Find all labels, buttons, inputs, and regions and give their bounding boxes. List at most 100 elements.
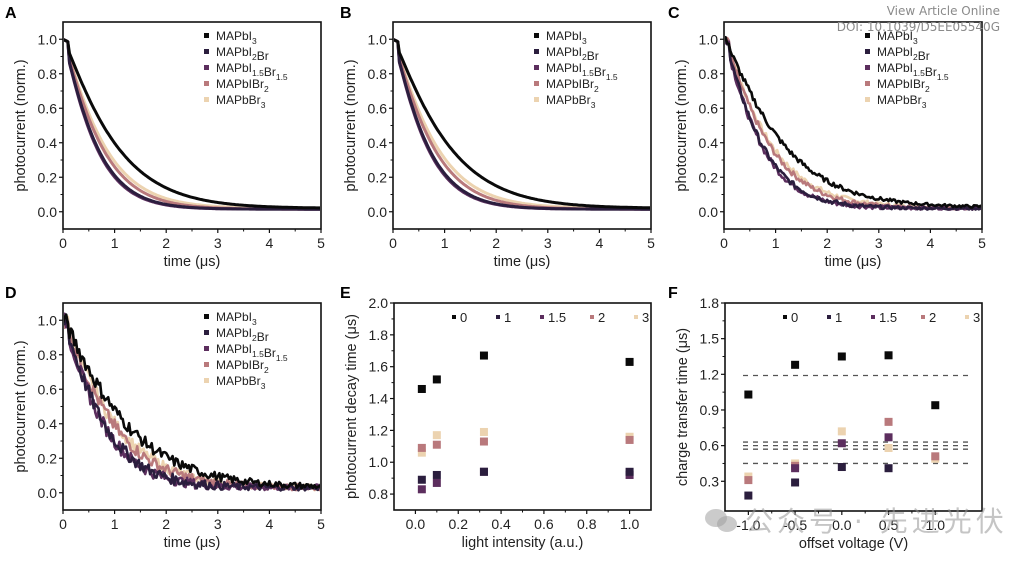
legend-label: MAPbI2Br xyxy=(877,45,930,63)
series-line-MAPbBr3 xyxy=(394,38,650,210)
legend-label: MAPbBr3 xyxy=(546,93,596,110)
x-tick-label: 1.0 xyxy=(620,516,640,532)
wechat-icon xyxy=(705,507,739,535)
y-axis-label: photocurrent (norm.) xyxy=(674,59,690,191)
y-tick-label: 0.0 xyxy=(368,204,388,220)
y-tick-label: 0.3 xyxy=(700,473,720,489)
data-point-series-0 xyxy=(625,357,634,366)
legend-marker xyxy=(871,315,875,319)
legend-marker xyxy=(204,33,209,38)
x-tick-label: -1.0 xyxy=(736,517,760,533)
y-tick-label: 0.4 xyxy=(38,135,58,151)
y-tick-label: 1.2 xyxy=(369,422,389,438)
data-point-series-1 xyxy=(479,467,488,476)
x-axis-label: time (μs) xyxy=(825,254,882,270)
data-point-series-2 xyxy=(417,443,426,452)
series-line-MAPbI2Br xyxy=(725,37,981,211)
data-point-series-3 xyxy=(479,427,488,436)
y-tick-label: 1.5 xyxy=(700,331,720,347)
legend: MAPbI3MAPbI2BrMAPbI1.5Br1.5MAPbIBr2MAPbB… xyxy=(865,29,949,110)
x-tick-label: 2 xyxy=(162,516,170,532)
data-point-series-2 xyxy=(625,435,634,444)
legend-label: MAPbI3 xyxy=(216,29,257,46)
x-axis-label: time (μs) xyxy=(164,254,221,270)
legend-label: MAPbIBr2 xyxy=(546,77,599,94)
data-point-series-0 xyxy=(884,351,893,360)
y-tick-label: 0.8 xyxy=(368,66,388,82)
legend-marker xyxy=(921,315,925,319)
legend-label: MAPbI1.5Br1.5 xyxy=(216,61,288,82)
y-tick-label: 0.8 xyxy=(369,486,389,502)
data-point-series-1 xyxy=(837,463,846,472)
x-tick-label: 1 xyxy=(111,516,119,532)
data-point-series-1 xyxy=(884,464,893,473)
legend-marker xyxy=(452,315,456,319)
doi-text: DOI: 10.1039/D5EE05540G xyxy=(836,20,1000,34)
legend-marker xyxy=(204,346,209,351)
panel-letter: E xyxy=(340,285,351,302)
legend-marker xyxy=(204,65,209,70)
y-tick-label: 0.6 xyxy=(700,438,720,454)
y-tick-label: 0.6 xyxy=(38,381,58,397)
watermark: 公众号 · 先进光伏 xyxy=(705,500,1008,540)
x-tick-label: 0 xyxy=(59,235,67,251)
x-tick-label: 5 xyxy=(978,235,986,251)
legend-label: 2 xyxy=(598,310,605,325)
data-point-series-2 xyxy=(479,437,488,446)
plot-area xyxy=(417,351,634,494)
legend-marker xyxy=(204,49,209,54)
data-point-series-3 xyxy=(837,427,846,436)
data-point-series-1_5 xyxy=(432,478,441,487)
plot-frame xyxy=(392,21,652,230)
legend-label: MAPbI1.5Br1.5 xyxy=(546,61,618,82)
y-tick-label: 0.8 xyxy=(38,347,58,363)
panel-letter: D xyxy=(5,285,17,302)
y-tick-label: 0.0 xyxy=(699,204,719,220)
y-tick-label: 0.2 xyxy=(38,450,58,466)
data-point-series-3 xyxy=(884,444,893,453)
plot-area xyxy=(725,35,981,211)
data-point-series-1_5 xyxy=(884,433,893,442)
y-tick-label: 1.6 xyxy=(369,359,389,375)
panel-letter: F xyxy=(668,285,678,302)
x-tick-label: 0.4 xyxy=(491,516,511,532)
legend: MAPbI3MAPbI2BrMAPbI1.5Br1.5MAPbIBr2MAPbB… xyxy=(534,29,618,110)
y-tick-label: 1.8 xyxy=(700,295,720,311)
x-tick-label: 0.6 xyxy=(534,516,554,532)
x-tick-label: 1 xyxy=(111,235,119,251)
legend-marker xyxy=(496,315,500,319)
legend-label: MAPbI1.5Br1.5 xyxy=(877,61,949,82)
y-tick-label: 0.6 xyxy=(38,100,58,116)
legend-marker xyxy=(965,315,969,319)
data-point-series-1_5 xyxy=(417,485,426,494)
legend: 0 1 1.5 2 3 xyxy=(783,310,980,325)
x-tick-label: 5 xyxy=(647,235,655,251)
data-point-series-1 xyxy=(744,491,753,500)
data-point-series-0 xyxy=(417,384,426,393)
view-article-online-link[interactable]: View Article Online xyxy=(886,4,1000,18)
y-tick-label: 0.0 xyxy=(38,485,58,501)
data-point-series-1_5 xyxy=(837,439,846,448)
legend-label: MAPbI2Br xyxy=(216,45,269,63)
data-point-series-3 xyxy=(432,431,441,440)
series-line-MAPbI1_5Br1_5 xyxy=(725,38,981,211)
legend: MAPbI3MAPbI2BrMAPbI1.5Br1.5MAPbIBr2MAPbB… xyxy=(204,29,288,110)
series-line-MAPbIBr2 xyxy=(394,38,650,211)
x-axis-label: offset voltage (V) xyxy=(799,536,908,552)
y-tick-label: 0.4 xyxy=(699,135,719,151)
y-tick-label: 1.0 xyxy=(38,31,58,47)
x-tick-label: 4 xyxy=(266,516,274,532)
legend-label: 1.5 xyxy=(879,310,897,325)
data-point-series-0 xyxy=(479,351,488,360)
y-axis-label: charge transfer time (μs) xyxy=(675,328,691,486)
legend-label: MAPbIBr2 xyxy=(877,77,930,94)
data-point-series-0 xyxy=(837,352,846,361)
legend-label: MAPbBr3 xyxy=(877,93,927,110)
legend-label: MAPbI2Br xyxy=(216,326,269,344)
x-tick-label: 0.2 xyxy=(449,516,469,532)
panel-b: B 0 1 2 3 4 5 0.0 0.2 0.4 0.6 0.8 1.0 time (μs) photoc… xyxy=(340,5,655,270)
plot-frame xyxy=(723,21,983,230)
y-tick-label: 0.2 xyxy=(38,169,58,185)
y-tick-label: 1.2 xyxy=(700,366,720,382)
plot-area xyxy=(64,312,320,492)
